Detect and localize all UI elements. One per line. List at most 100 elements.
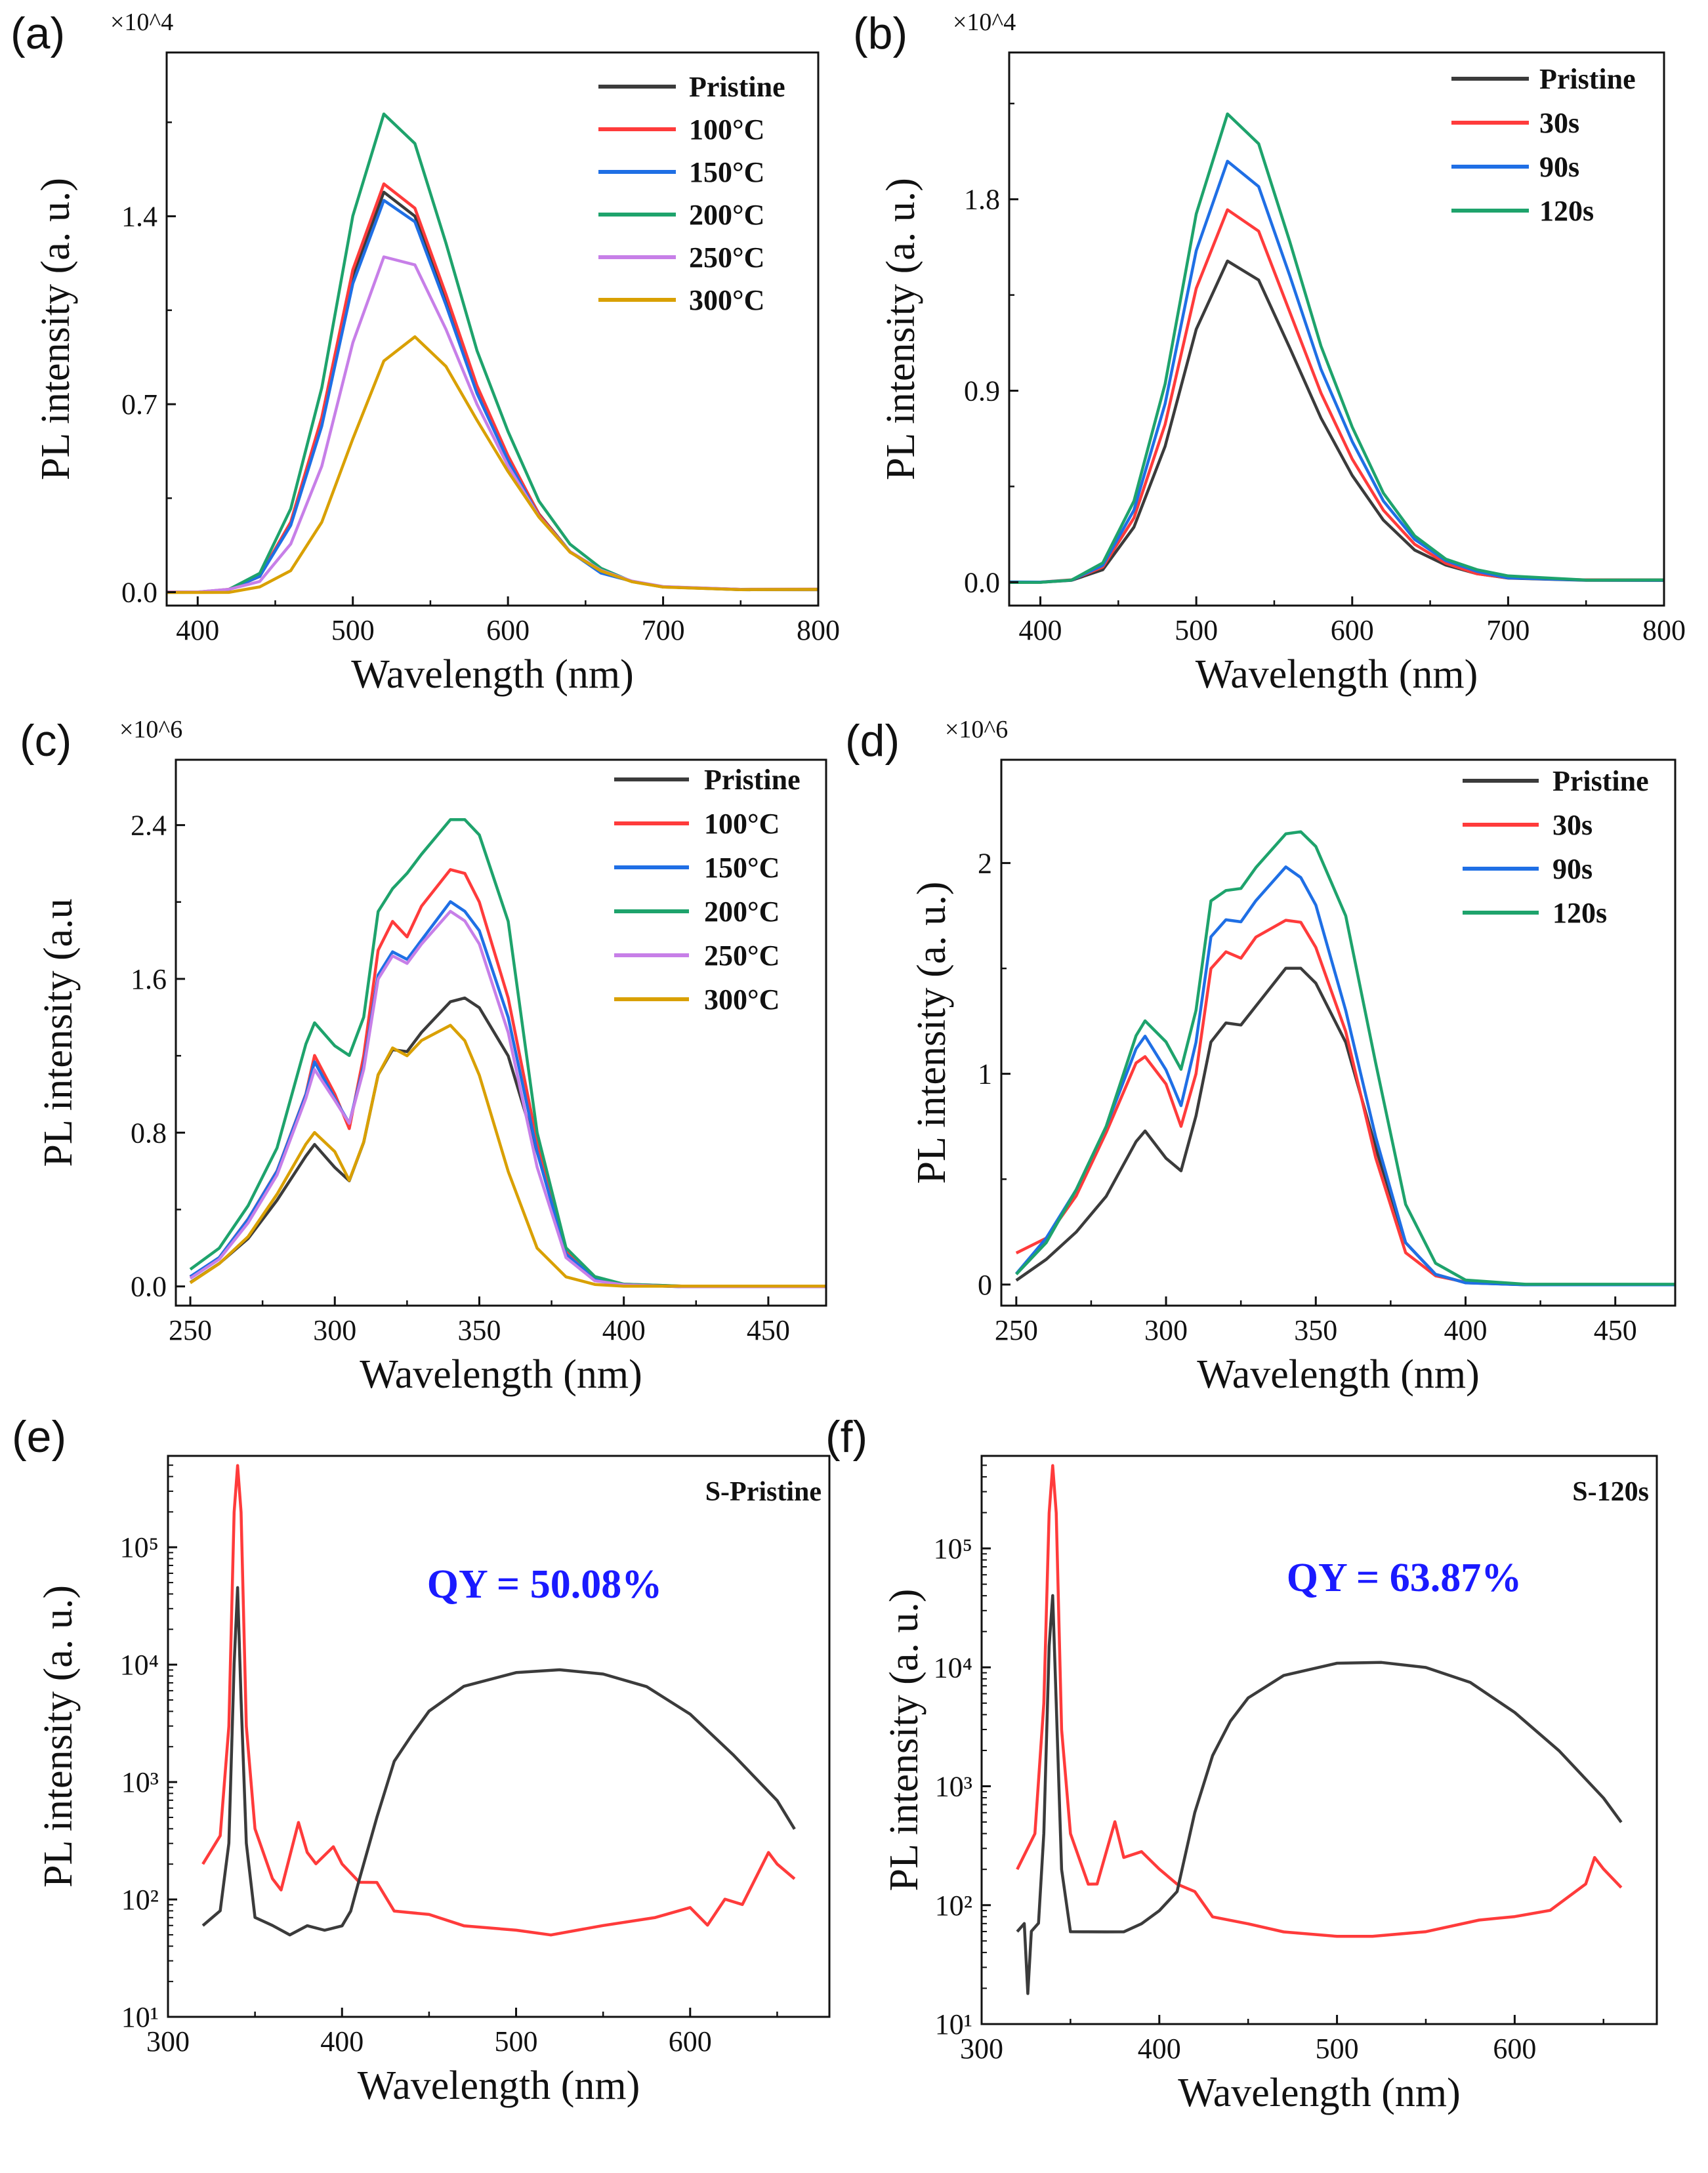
x-axis-title: Wavelength (nm) [351, 652, 634, 697]
y-tick-label: 0 [978, 1269, 992, 1301]
y-multiplier: ×10^6 [119, 716, 182, 743]
y-tick-label: 0.0 [131, 1271, 167, 1303]
legend-label: Pristine [704, 764, 801, 796]
panel-label: (f) [825, 1412, 867, 1462]
legend-label: 250°C [704, 940, 780, 972]
panel-d: 250 300 350 400 450 0 1 2 Wavelength (nm) PL inte… [845, 716, 1677, 1397]
x-tick-label: 350 [1294, 1314, 1337, 1346]
x-tick-label: 700 [642, 614, 685, 646]
plot-frame [1000, 758, 1677, 1307]
y-multiplier: ×10^4 [110, 9, 173, 36]
legend-label: 90s [1539, 151, 1579, 183]
x-tick-label: 300 [1144, 1314, 1188, 1346]
y-tick-label: 10⁴ [934, 1651, 972, 1684]
legend-label: 120s [1539, 195, 1594, 227]
legend-label: 300°C [704, 983, 780, 1016]
x-tick-label: 250 [995, 1314, 1038, 1346]
qy-annotation: QY = 50.08% [427, 1562, 663, 1607]
x-tick-label: 800 [797, 614, 840, 646]
panel-a: 400 500 600 700 800 0.0 0.7 1.4 Wavelength (nm) P… [10, 9, 840, 697]
panel-b: 400 500 600 700 800 0.0 0.9 1.8 Wavelength (nm) P… [853, 9, 1686, 697]
series-line-pristine [1009, 259, 1664, 584]
sample-tag: S-120s [1572, 1477, 1649, 1507]
sample-tag: S-Pristine [705, 1477, 822, 1507]
series-line-black [1016, 1594, 1623, 1995]
legend-label: 100°C [704, 808, 780, 840]
x-tick-label: 450 [1594, 1314, 1637, 1346]
y-tick-label: 10² [121, 1884, 159, 1916]
plot-frame [165, 51, 820, 607]
x-tick-label: 600 [486, 614, 530, 646]
x-axis-title: Wavelength (nm) [1178, 2071, 1461, 2115]
y-multiplier: ×10^4 [953, 9, 1016, 36]
x-tick-label: 400 [1138, 2033, 1181, 2065]
y-tick-label: 10⁵ [934, 1533, 972, 1565]
series-line-pristine [189, 996, 826, 1289]
series-line-red [201, 1464, 796, 1937]
y-multiplier: ×10^6 [945, 716, 1008, 743]
x-tick-label: 400 [320, 2025, 364, 2058]
y-tick-label: 0.9 [964, 375, 1000, 407]
x-tick-label: 500 [331, 614, 375, 646]
x-tick-label: 400 [176, 614, 219, 646]
legend-label: 100°C [689, 114, 764, 146]
y-axis-title: PL intensity (a. u.) [879, 178, 923, 480]
series-line-black [201, 1586, 796, 1937]
series-line-90s [1015, 865, 1675, 1287]
series-line-300c [167, 335, 818, 594]
legend-label: Pristine [1539, 63, 1636, 95]
y-tick-label: 0.7 [121, 388, 157, 421]
series-group [1016, 1464, 1623, 1995]
series-group [167, 112, 818, 594]
y-axis-title: PL intensity (a.u [36, 898, 81, 1167]
series-group [201, 1464, 796, 1937]
legend-label: 90s [1552, 853, 1593, 885]
x-tick-label: 500 [1316, 2033, 1359, 2065]
series-line-120s [1009, 112, 1664, 584]
y-tick-label: 10² [935, 1890, 972, 1922]
x-axis-title: Wavelength (nm) [358, 2063, 640, 2108]
y-tick-label: 2 [978, 847, 992, 879]
legend-label: 30s [1552, 809, 1593, 841]
y-tick-label: 10⁴ [120, 1649, 159, 1681]
y-tick-label: 10³ [935, 1771, 972, 1803]
y-tick-label: 0.8 [131, 1117, 167, 1149]
x-tick-label: 300 [313, 1314, 356, 1346]
legend-label: Pristine [1552, 765, 1649, 797]
x-tick-label: 250 [169, 1314, 212, 1346]
series-line-30s [1015, 919, 1675, 1286]
panel-label: (c) [20, 716, 72, 766]
x-tick-label: 350 [457, 1314, 501, 1346]
y-axis-title: PL intensity (a. u.) [909, 882, 954, 1184]
panel-e: 300 400 500 600 10¹ 10² 10³ 10⁴ 10⁵ Wavelength (n… [12, 1412, 831, 2108]
series-line-300c [189, 1024, 826, 1288]
x-axis-title: Wavelength (nm) [1197, 1352, 1480, 1397]
y-tick-label: 0.0 [964, 566, 1000, 598]
x-tick-label: 300 [960, 2033, 1003, 2065]
legend-label: 300°C [689, 284, 764, 316]
panel-label: (b) [853, 9, 907, 58]
series-group [1009, 112, 1664, 584]
y-tick-label: 1.6 [131, 963, 167, 995]
series-line-250c [189, 909, 826, 1289]
series-line-200c [189, 818, 826, 1288]
x-axis-title: Wavelength (nm) [1196, 652, 1478, 697]
legend-label: 150°C [689, 156, 764, 188]
y-axis-title: PL intensity (a. u.) [36, 1585, 81, 1888]
series-line-30s [1009, 208, 1664, 584]
x-tick-label: 700 [1486, 614, 1530, 646]
legend-label: 120s [1552, 897, 1607, 929]
plot-frame [175, 758, 827, 1307]
x-tick-label: 600 [1331, 614, 1374, 646]
legend-label: 250°C [689, 241, 764, 274]
y-tick-label: 10⁵ [120, 1531, 159, 1563]
x-tick-label: 400 [602, 1314, 646, 1346]
y-tick-label: 1.4 [121, 201, 157, 233]
series-line-120s [1015, 830, 1675, 1286]
legend-label: Pristine [689, 71, 785, 103]
y-tick-label: 10¹ [121, 2001, 159, 2033]
panel-c: 250 300 350 400 450 0.0 0.8 1.6 2.4 Wavelength (n… [20, 716, 827, 1397]
legend-label: 200°C [704, 896, 780, 928]
y-tick-label: 10¹ [935, 2008, 972, 2040]
